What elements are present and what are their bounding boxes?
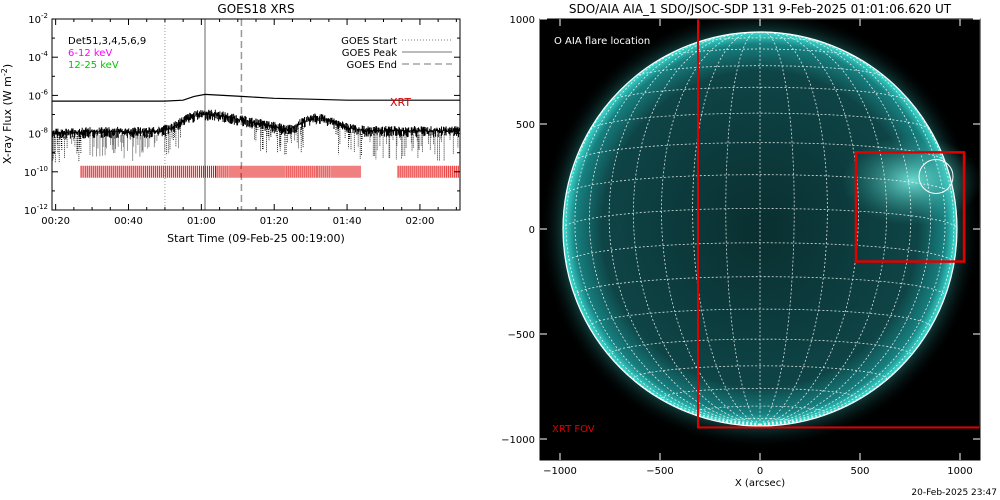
aia-y-tick-label: 500 [516,120,535,131]
aia-x-axis-label: X (arcsec) [735,478,785,489]
aia-x-tick-label: 500 [850,466,869,477]
aia-x-tick-label: 0 [757,466,763,477]
heliographic-grid [562,31,958,427]
lightcurve-y-axis-label: X-ray Flux (W m-2) [0,64,14,164]
lightcurve-frame [51,18,461,211]
x-tick-label: 01:40 [333,216,362,227]
solar-limb [562,31,958,427]
series-short-channel-dips [52,126,459,163]
y-tick-label: 10-10 [24,165,48,179]
x-tick-label: 00:20 [41,216,70,227]
footer-timestamp: 20-Feb-2025 23:47 [911,488,997,498]
y-tick-base: 10 [28,15,41,26]
y-tick-exponent: -6 [41,88,49,96]
legend-label: GOES Peak [342,48,397,59]
y-tick-base: 10 [28,130,41,141]
y-tick-exponent: -8 [41,127,48,135]
y-tick-exponent: -10 [37,165,48,173]
series-short-channel-band [52,109,460,140]
aia-x-axis: −1000 −500 0 500 1000 [543,19,973,477]
aia-image-title: SDO/AIA AIA_1 SDO/JSOC-SDP 131 9-Feb-202… [569,2,952,16]
series-long-channel-line [52,93,460,102]
xrt-fov-label: XRT FOV [552,424,595,435]
aia-x-tick-label: −1000 [543,466,577,477]
y-tick-label: 10-6 [28,88,48,102]
y-tick-exponent: -4 [41,50,49,58]
y-tick-exponent: -2 [41,12,48,20]
y-tick-base: 10 [24,206,37,217]
y-tick-base: 10 [28,91,41,102]
legend-label: GOES End [347,60,397,71]
zoom-region-box [854,151,966,263]
x-tick-label: 01:00 [187,216,216,227]
aia-y-tick-label: −1000 [501,435,535,446]
y-tick-label: 10-8 [28,127,48,141]
info-line-0: Det51,3,4,5,6,9 [68,36,146,47]
xrt-coverage-bars [80,165,459,178]
y-tick-label: 10-12 [24,203,48,217]
info-line-2: 12-25 keV [68,60,119,71]
y-tick-base: 10 [28,53,41,64]
lightcurve-x-axis-label: Start Time (09-Feb-25 00:19:00) [167,232,345,245]
y-tick-base: 10 [24,168,37,179]
y-tick-label: 10-2 [28,12,48,26]
info-line-1: 6-12 keV [68,48,112,59]
aia-y-axis: 1000 500 0 −500 −1000 [501,15,980,446]
aia-y-tick-label: −500 [508,330,535,341]
lightcurve-plot-area [52,19,460,210]
y-tick-exponent: -12 [37,203,48,211]
legend-label: GOES Start [341,36,397,47]
x-tick-label: 00:40 [114,216,143,227]
flare-location-marker [918,159,954,194]
y-tick-label: 10-4 [28,50,48,64]
aia-x-tick-label: 1000 [947,466,972,477]
goes-lightcurve-panel: GOES18 XRS 00:20 00:40 01:00 01:20 01:40 02:0… [0,2,461,245]
xrt-label: XRT [390,96,411,109]
active-region-brightening [842,135,980,226]
lightcurve-x-axis: 00:20 00:40 01:00 01:20 01:40 02:00 [41,19,457,227]
aia-image-panel: SDO/AIA AIA_1 SDO/JSOC-SDP 131 9-Feb-202… [501,2,981,489]
lightcurve-title: GOES18 XRS [217,2,294,16]
x-tick-label: 02:00 [406,216,435,227]
xrt-fov-box [697,19,980,429]
aia-y-tick-label: 0 [529,225,535,236]
aia-x-tick-label: −500 [646,466,673,477]
aia-y-tick-label: 1000 [510,15,535,26]
flare-location-legend: O AIA flare location [554,36,650,47]
x-tick-label: 01:20 [260,216,289,227]
solar-disk [563,32,957,426]
